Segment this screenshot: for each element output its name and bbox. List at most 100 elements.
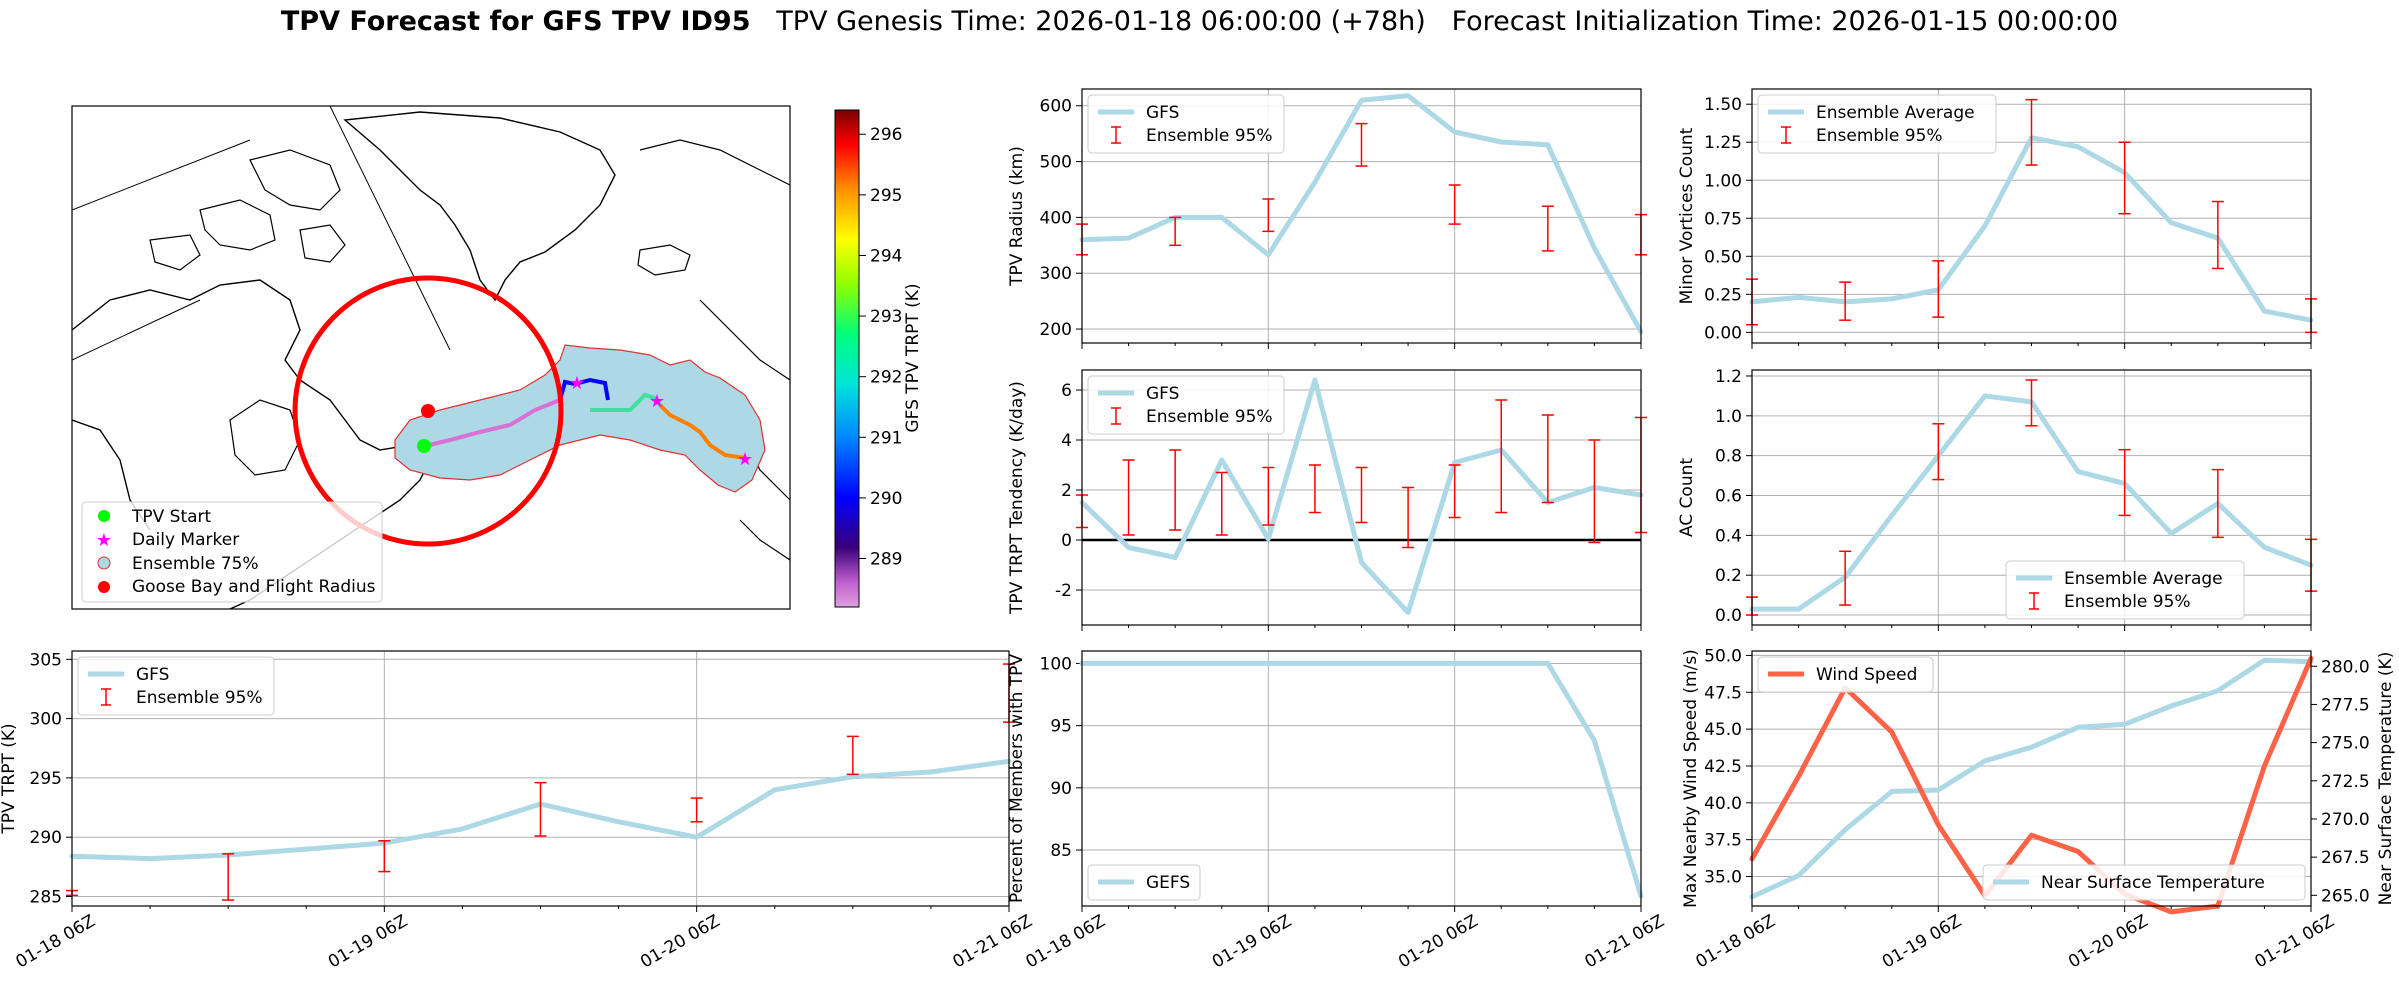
trpt_tendency-errorbar-6 — [1355, 466, 1368, 524]
wind_temp-legend: Wind Speed — [1757, 656, 1934, 693]
trpt_tendency-errorbar-11 — [1588, 439, 1601, 544]
minor_vortices-ytick-label-3: 0.75 — [1704, 209, 1742, 229]
graticule-lines — [72, 106, 451, 361]
ac_count-legend: Ensemble Average Ensemble 95% — [2005, 560, 2245, 620]
colorbar-bar — [834, 109, 860, 608]
tpv-track-mid — [558, 377, 610, 401]
radius-legend-label-0: GFS — [1146, 103, 1179, 123]
wind_temp-ytick-label-5: 47.5 — [1704, 683, 1742, 703]
wind_temp-ytick-right-label-2: 270.0 — [2321, 810, 2370, 830]
legend-ensemble-75-icon — [97, 556, 111, 570]
radius-ytick-label-4: 600 — [1040, 97, 1072, 117]
percent_members-ytick-label-1: 90 — [1050, 779, 1072, 799]
ac_count-ytick-label-2: 0.4 — [1715, 526, 1742, 546]
wind_temp-legend-box — [1757, 656, 1934, 693]
ac_count-legend-box — [2005, 560, 2245, 620]
wind_temp-legend-right: Near Surface Temperature — [1982, 864, 2306, 901]
radius-errorbar-5 — [1541, 205, 1554, 252]
minor_vortices-legend-label-0: Ensemble Average — [1816, 103, 1975, 123]
minor_vortices-errorbar-2 — [1932, 260, 1945, 318]
minor_vortices-legend-box — [1757, 94, 1997, 154]
title-main: TPV Forecast for GFS TPV ID95 — [280, 6, 751, 37]
ac_count-ytick-label-0: 0.0 — [1715, 606, 1742, 626]
radius-errorbar-3 — [1355, 122, 1368, 167]
ac_count-ytick-label-6: 1.2 — [1715, 367, 1742, 387]
minor_vortices-ytick-label-1: 0.25 — [1704, 285, 1742, 305]
legend-goose-bay-icon — [98, 581, 110, 593]
trpt-errorbar-3 — [534, 781, 547, 837]
trpt-xtick-label-0: 01-18 06Z — [13, 911, 99, 972]
trpt_tendency-errorbar-10 — [1541, 414, 1554, 504]
percent_members-ytick-label-2: 95 — [1050, 717, 1072, 737]
wind_temp-legend-right-box — [1982, 864, 2306, 901]
title-genesis: TPV Genesis Time: 2026-01-18 06:00:00 (+… — [776, 6, 1426, 37]
wind_temp-xtick-label-2: 01-20 06Z — [2065, 911, 2151, 972]
percent_members-ytick-label-0: 85 — [1050, 841, 1072, 861]
minor_vortices-ylabel: Minor Vortices Count — [1677, 127, 1697, 304]
radius-ytick-label-0: 200 — [1040, 320, 1072, 340]
wind_temp-ytick-right-label-5: 277.5 — [2321, 695, 2370, 715]
map-drawing: ★ ★ ★ — [72, 106, 790, 609]
wind_temp-xtick-label-3: 01-21 06Z — [2252, 911, 2338, 972]
radius-ytick-label-1: 300 — [1040, 264, 1072, 284]
wind_temp-ytick-right-label-0: 265.0 — [2321, 886, 2370, 906]
wind_temp-legend-right-label-0: Near Surface Temperature — [2041, 873, 2265, 893]
percent_members-ytick-label-3: 100 — [1040, 654, 1072, 674]
percent_members-legend-box — [1087, 864, 1201, 901]
trpt_tendency-ytick-label-2: 2 — [1061, 481, 1072, 501]
trpt-errorbar-2 — [378, 840, 391, 873]
wind_temp-ytick-label-6: 50.0 — [1704, 646, 1742, 666]
colorbar-label: GFS TPV TRPT (K) — [903, 283, 923, 432]
trpt-errorbar-5 — [846, 735, 859, 776]
wind_temp-ytick-right-label-4: 275.0 — [2321, 734, 2370, 754]
tpv-track-late — [658, 403, 746, 460]
wind_temp-ytick-right-label-6: 280.0 — [2321, 657, 2370, 677]
trpt-ytick-label-0: 285 — [30, 888, 62, 908]
wind_temp-ytick-label-0: 35.0 — [1704, 868, 1742, 888]
ac_count-errorbar-4 — [2118, 448, 2131, 517]
radius-errorbar-1 — [1169, 216, 1182, 247]
trpt_tendency-errorbar-8 — [1448, 464, 1461, 519]
trpt-errorbar-4 — [690, 797, 703, 823]
ac_count-ytick-label-5: 1.0 — [1715, 407, 1742, 427]
trpt_tendency-errorbar-1 — [1122, 459, 1135, 536]
percent_members-legend-label-0: GEFS — [1146, 873, 1190, 893]
wind_temp-ytick-label-4: 45.0 — [1704, 720, 1742, 740]
trpt-legend-label-1: Ensemble 95% — [136, 688, 263, 708]
minor_vortices-errorbar-3 — [2025, 98, 2038, 166]
ac_count-ytick-label-1: 0.2 — [1715, 566, 1742, 586]
trpt-ylabel: TPV TRPT (K) — [0, 723, 19, 834]
map-legend: TPV Start ★ Daily Marker Ensemble 75% Go… — [81, 501, 383, 603]
colorbar-ticks: 289 290 291 292 293 294 295 296 — [859, 125, 902, 570]
trpt-frame — [71, 650, 1010, 907]
coastline-europe — [639, 139, 790, 561]
figure-title: TPV Forecast for GFS TPV ID95 TPV Genesi… — [0, 6, 2399, 37]
chart-radius: 200 300 400 500 600 TPV Radius (km) GFS Ensembl… — [1007, 88, 1647, 349]
colorbar-tick-label-3: 292 — [870, 368, 902, 388]
trpt-legend-label-0: GFS — [136, 665, 169, 685]
legend-ensemble-75: Ensemble 75% — [132, 554, 259, 574]
radius-legend-box — [1087, 94, 1285, 154]
colorbar-tick-label-6: 295 — [870, 186, 902, 206]
trpt_tendency-frame — [1081, 369, 1642, 626]
trpt_tendency-errorbar-5 — [1308, 464, 1321, 514]
coastline-greenland — [343, 111, 616, 302]
percent_members-legend: GEFS — [1087, 864, 1201, 901]
trpt-ytick-label-3: 300 — [30, 710, 62, 730]
chart-ac_count: 0.0 0.2 0.4 0.6 0.8 1.0 1.2 AC Count Ensemble Av… — [1677, 367, 2317, 631]
chart-minor_vortices: 0.00 0.25 0.50 0.75 1.00 1.25 1.50 Minor Vortic… — [1677, 88, 2317, 349]
trpt_tendency-ytick-label-3: 4 — [1061, 431, 1072, 451]
chart-wind_temp: 01-18 06Z 01-19 06Z 01-20 06Z 01-21 06Z 35.0… — [1681, 646, 2396, 972]
percent_members-frame — [1081, 650, 1642, 907]
colorbar-tick-label-1: 290 — [870, 489, 902, 509]
ac_count-ytick-label-4: 0.8 — [1715, 447, 1742, 467]
wind_temp-xtick-label-0: 01-18 06Z — [1693, 911, 1779, 972]
trpt-ytick-label-2: 295 — [30, 769, 62, 789]
ac_count-errorbar-3 — [2025, 379, 2038, 427]
trpt-xtick-label-1: 01-19 06Z — [325, 911, 411, 972]
ac_count-errorbar-5 — [2211, 468, 2224, 539]
minor_vortices-ytick-label-4: 1.00 — [1704, 171, 1742, 191]
minor_vortices-errorbar-5 — [2211, 200, 2224, 270]
trpt-ytick-label-1: 290 — [30, 828, 62, 848]
goose-bay-flight-radius — [292, 275, 564, 547]
